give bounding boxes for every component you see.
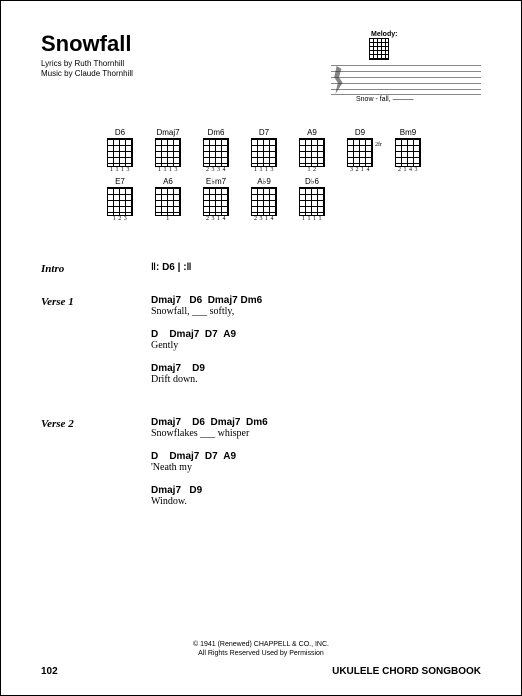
chord-a9: A♭9 2 3 1 4	[245, 177, 283, 222]
chord-fingering: 1 2 3	[101, 216, 139, 222]
chord-name: D6	[101, 128, 139, 137]
title-block: Snowfall Lyrics by Ruth Thornhill Music …	[41, 31, 331, 80]
chord-diagram-icon	[155, 138, 181, 167]
lyric-line: Dmaj7 D9Window.	[151, 485, 481, 507]
chord-bm9: Bm9 2 1 4 3	[389, 128, 427, 173]
lyrics-credit: Lyrics by Ruth Thornhill	[41, 59, 331, 69]
chord-d9: D92fr3 2 1 4	[341, 128, 379, 173]
chord-diagram-icon: 2fr	[347, 138, 373, 167]
chord-diagram-icon	[107, 187, 133, 216]
lyric-text: Snowflakes ___ whisper	[151, 428, 481, 439]
chord-name: A6	[149, 177, 187, 186]
chord-dmaj7: Dmaj7 1 1 1 3	[149, 128, 187, 173]
chord-diagram-icon	[107, 138, 133, 167]
song-body: Intro‖: D6 | :‖Verse 1Dmaj7 D6 Dmaj7 Dm6…	[41, 262, 481, 519]
chord-name: D♭6	[293, 177, 331, 186]
chord-fingering: 1 1 1 3	[245, 167, 283, 173]
chord-em7: E♭m7 2 3 1 4	[197, 177, 235, 222]
chords-line: Dmaj7 D6 Dmaj7 Dm6	[151, 417, 481, 428]
melody-block: Melody: Snow - fall, ———	[331, 31, 481, 103]
chord-name: Bm9	[389, 128, 427, 137]
melody-label: Melody:	[371, 31, 481, 38]
chord-fingering: 3 2 1 4	[341, 167, 379, 173]
chords-line: Dmaj7 D9	[151, 485, 481, 496]
chord-d7: D7 1 1 1 3	[245, 128, 283, 173]
chord-diagram-icon	[155, 187, 181, 216]
lyric-text: Gently	[151, 340, 481, 351]
section-verse-1: Verse 1Dmaj7 D6 Dmaj7 Dm6Snowfall, ___ s…	[41, 295, 481, 397]
chord-fingering: 2 3 1 4	[197, 216, 235, 222]
chord-name: D9	[341, 128, 379, 137]
chord-diagram-icon	[251, 138, 277, 167]
section-content: ‖: D6 | :‖	[151, 262, 481, 275]
chord-fret: 2fr	[375, 142, 382, 148]
chord-fingering: 1	[149, 216, 187, 222]
chord-diagram-icon	[299, 187, 325, 216]
melody-chord-diagram	[369, 38, 389, 60]
chord-fingering: 2 3 3 4	[197, 167, 235, 173]
chord-name: D7	[245, 128, 283, 137]
chord-name: E♭m7	[197, 177, 235, 186]
chords-line: D Dmaj7 D7 A9	[151, 329, 481, 340]
chord-d6: D6 1 1 1 3	[101, 128, 139, 173]
chord-fingering: 1 2	[293, 167, 331, 173]
chord-a9: A9 1 2	[293, 128, 331, 173]
copyright-line2: All Rights Reserved Used by Permission	[41, 649, 481, 658]
section-label: Intro	[41, 262, 151, 275]
chords-line: D Dmaj7 D7 A9	[151, 451, 481, 462]
chord-fingering: 1 1 1 3	[149, 167, 187, 173]
lyric-text: Drift down.	[151, 374, 481, 385]
lyric-line: D Dmaj7 D7 A9'Neath my	[151, 451, 481, 473]
lyric-line: Dmaj7 D6 Dmaj7 Dm6Snowflakes ___ whisper	[151, 417, 481, 439]
section-verse-2: Verse 2Dmaj7 D6 Dmaj7 Dm6Snowflakes ___ …	[41, 417, 481, 519]
chord-name: A9	[293, 128, 331, 137]
chord-fingering: 1 1 1 3	[101, 167, 139, 173]
chord-fingering: 2 3 1 4	[245, 216, 283, 222]
page-footer-row: 102 UKULELE CHORD SONGBOOK	[41, 666, 481, 677]
lyric-text: 'Neath my	[151, 462, 481, 473]
chord-diagram-icon	[299, 138, 325, 167]
chords-line: Dmaj7 D9	[151, 363, 481, 374]
chord-fingering: 2 1 4 3	[389, 167, 427, 173]
sheet-music-page: Snowfall Lyrics by Ruth Thornhill Music …	[0, 0, 522, 696]
intro-bars: ‖: D6 | :‖	[151, 262, 481, 273]
chord-d6: D♭6 1 1 1 1	[293, 177, 331, 222]
melody-lyric: Snow - fall, ———	[331, 96, 481, 103]
chord-name: E7	[101, 177, 139, 186]
copyright-line1: © 1941 (Renewed) CHAPPELL & CO., INC.	[41, 640, 481, 649]
chord-e7: E7 1 2 3	[101, 177, 139, 222]
footer: © 1941 (Renewed) CHAPPELL & CO., INC. Al…	[41, 640, 481, 677]
section-label: Verse 2	[41, 417, 151, 519]
chord-diagram-grid: D6 1 1 1 3 Dmaj7 1 1 1 3 Dm6 2 3 3 4 D7 1 1 1 3…	[101, 128, 441, 222]
chord-diagram-icon	[203, 138, 229, 167]
section-content: Dmaj7 D6 Dmaj7 Dm6Snowfall, ___ softly,D…	[151, 295, 481, 397]
chord-name: A♭9	[245, 177, 283, 186]
lyric-line: D Dmaj7 D7 A9Gently	[151, 329, 481, 351]
header: Snowfall Lyrics by Ruth Thornhill Music …	[41, 31, 481, 103]
song-title: Snowfall	[41, 31, 331, 57]
lyric-line: Dmaj7 D6 Dmaj7 Dm6Snowfall, ___ softly,	[151, 295, 481, 317]
chord-name: Dmaj7	[149, 128, 187, 137]
chord-a6: A6 1	[149, 177, 187, 222]
chord-name: Dm6	[197, 128, 235, 137]
copyright: © 1941 (Renewed) CHAPPELL & CO., INC. Al…	[41, 640, 481, 658]
section-content: Dmaj7 D6 Dmaj7 Dm6Snowflakes ___ whisper…	[151, 417, 481, 519]
chord-diagram-icon	[203, 187, 229, 216]
chords-line: Dmaj7 D6 Dmaj7 Dm6	[151, 295, 481, 306]
book-title: UKULELE CHORD SONGBOOK	[332, 666, 481, 677]
section-label: Verse 1	[41, 295, 151, 397]
music-credit: Music by Claude Thornhill	[41, 69, 331, 79]
lyric-text: Snowfall, ___ softly,	[151, 306, 481, 317]
lyric-text: Window.	[151, 496, 481, 507]
chord-fingering: 1 1 1 1	[293, 216, 331, 222]
chord-dm6: Dm6 2 3 3 4	[197, 128, 235, 173]
section-intro: Intro‖: D6 | :‖	[41, 262, 481, 275]
page-number: 102	[41, 666, 58, 677]
melody-staff	[331, 65, 481, 95]
chord-diagram-icon	[251, 187, 277, 216]
lyric-line: Dmaj7 D9Drift down.	[151, 363, 481, 385]
chord-diagram-icon	[395, 138, 421, 167]
